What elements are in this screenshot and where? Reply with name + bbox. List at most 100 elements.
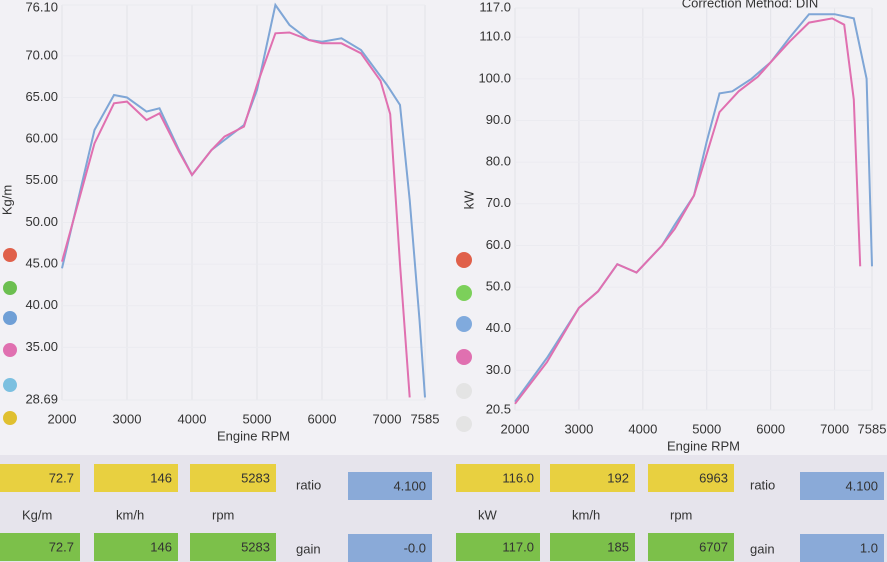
- x-tick-label: 4000: [628, 421, 657, 436]
- x-tick-label: 6000: [308, 411, 337, 426]
- x-tick-label: 3000: [113, 411, 142, 426]
- x-tick-label: 3000: [564, 421, 593, 436]
- readout-bottom-box: [0, 533, 80, 561]
- dot: [456, 349, 472, 365]
- readout-bottom-box: [456, 533, 540, 561]
- y-tick-label: 30.0: [486, 362, 511, 377]
- x-tick-label: 7000: [373, 411, 402, 426]
- x-tick-label: 2000: [48, 411, 77, 426]
- curve: [61, 2, 426, 398]
- y-tick-label: 100.0: [478, 70, 511, 85]
- y-tick-label: 80.0: [486, 154, 511, 169]
- y-tick-label: 76.10: [25, 0, 58, 14]
- readout-top-box: [456, 464, 540, 492]
- unit-label: km/h: [572, 507, 600, 522]
- dot: [3, 311, 17, 325]
- readout-top: 5283: [241, 470, 270, 485]
- readout-top: 116.0: [502, 470, 534, 485]
- x-tick-label: 7585: [411, 411, 440, 426]
- y-tick-label: 90.0: [486, 112, 511, 127]
- curve: [61, 31, 411, 398]
- legend-dots: [3, 248, 472, 432]
- x-tick-label: 7585: [858, 421, 887, 436]
- y-tick-label: 50.0: [486, 279, 511, 294]
- ratio-value: 4.100: [393, 478, 426, 493]
- readout-top-box: [190, 464, 276, 492]
- chart-background: [0, 0, 887, 455]
- unit-label: rpm: [670, 507, 692, 522]
- y-tick-label: 50.00: [25, 214, 58, 229]
- readout-top: 146: [150, 470, 172, 485]
- gain-label: gain: [750, 541, 775, 556]
- y-tick-label: 55.00: [25, 172, 58, 187]
- ratio-value-box: [800, 472, 884, 500]
- y-tick-label: 35.00: [25, 339, 58, 354]
- dot: [456, 316, 472, 332]
- unit-label: Kg/m: [22, 507, 52, 522]
- readout-top-box: [550, 464, 635, 492]
- y-axis-label: Kg/m: [0, 185, 14, 215]
- unit-label: kW: [478, 507, 498, 522]
- dot: [3, 343, 17, 357]
- dot: [3, 411, 17, 425]
- x-tick-label: 4000: [178, 411, 207, 426]
- readout-bottom: 5283: [241, 539, 270, 554]
- y-tick-label: 110.0: [479, 29, 511, 44]
- readout-bottom: 146: [150, 539, 172, 554]
- x-axis-label: Engine RPM: [217, 428, 290, 443]
- unit-label: km/h: [116, 507, 144, 522]
- unit-label: rpm: [212, 507, 234, 522]
- readout-top-box: [648, 464, 734, 492]
- y-tick-label: 60.00: [25, 131, 58, 146]
- dot: [3, 378, 17, 392]
- ratio-label: ratio: [750, 477, 775, 492]
- y-tick-label: 40.0: [486, 320, 511, 335]
- readout-top: 6963: [699, 470, 728, 485]
- y-tick-label: 60.0: [486, 237, 511, 252]
- x-tick-label: 5000: [243, 411, 272, 426]
- y-tick-label: 20.5: [486, 401, 511, 416]
- readout-top: 192: [607, 470, 629, 485]
- y-tick-label: 45.00: [25, 256, 58, 271]
- dot: [456, 285, 472, 301]
- readout-bottom: 117.0: [502, 539, 534, 554]
- dot: [456, 416, 472, 432]
- dot: [3, 248, 17, 262]
- readout-top-box: [0, 464, 80, 492]
- ratio-value-box: [348, 472, 432, 500]
- gain-value: 1.0: [860, 540, 878, 555]
- y-axis-label: kW: [461, 190, 476, 210]
- dot: [3, 281, 17, 295]
- y-tick-label: 70.00: [25, 47, 58, 62]
- readout-bottom-box: [190, 533, 276, 561]
- subtitle: Correction Method: DIN: [682, 0, 819, 10]
- readout-bottom-box: [94, 533, 178, 561]
- dot: [456, 383, 472, 399]
- x-tick-label: 6000: [756, 421, 785, 436]
- y-tick-label: 40.00: [25, 297, 58, 312]
- x-tick-label: 7000: [820, 421, 849, 436]
- readout-bottom: 6707: [699, 539, 728, 554]
- curve: [514, 17, 862, 405]
- readout-bottom-box: [648, 533, 734, 561]
- gain-value-box: [348, 534, 432, 562]
- x-tick-label: 5000: [692, 421, 721, 436]
- readout-top-box: [94, 464, 178, 492]
- gain-value: -0.0: [404, 540, 426, 555]
- readout-bottom-box: [550, 533, 635, 561]
- x-axis-label: Engine RPM: [667, 438, 740, 453]
- y-tick-label: 65.00: [25, 89, 58, 104]
- ratio-label: ratio: [296, 477, 321, 492]
- ratio-value: 4.100: [845, 478, 878, 493]
- y-tick-label: 117.0: [479, 0, 511, 14]
- dot: [456, 252, 472, 268]
- readout-bottom: 185: [607, 539, 629, 554]
- gain-value-box: [800, 534, 884, 562]
- gain-label: gain: [296, 541, 321, 556]
- y-tick-label: 28.69: [25, 391, 58, 406]
- y-tick-label: 70.0: [486, 195, 511, 210]
- readout-top: 72.7: [49, 470, 74, 485]
- readout-bottom: 72.7: [49, 539, 74, 554]
